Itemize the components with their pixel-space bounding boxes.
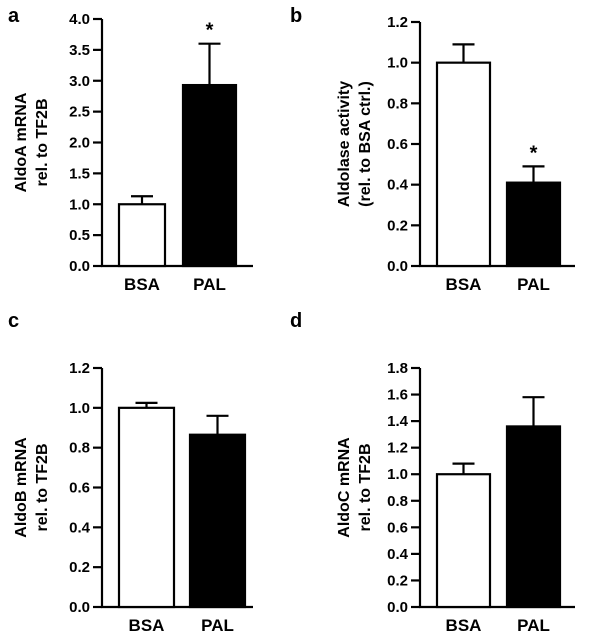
- panel-b: b 0.0 0.2 0.4 0.6 0.8 1.0 1.2 Aldolase activity(…: [290, 5, 575, 294]
- y-tick-label: 0.6: [69, 480, 90, 497]
- y-tick-label: 0.8: [387, 493, 408, 510]
- y-axis-label-line: AldoA mRNA: [13, 92, 30, 192]
- y-tick-label: 0.8: [69, 440, 90, 457]
- y-axis-label: AldoB mRNA rel. to TF2B: [13, 437, 51, 538]
- panel-letter: d: [290, 310, 302, 332]
- panel-letter: a: [8, 5, 20, 27]
- y-axis-label: Aldolase activity (rel. to BSA ctrl.): [336, 81, 374, 207]
- bar-pal: [505, 425, 562, 609]
- y-tick-label: 1.8: [387, 360, 408, 377]
- y-axis-label: AldoC mRNA rel. to TF2B: [336, 437, 374, 538]
- y-tick-label: 0.4: [387, 177, 409, 194]
- y-tick-label: 2.5: [69, 104, 90, 121]
- panel-a: a 0.0 0.5 1.0 1.5 2.0 2.5 3.0 3.5 4.0 AldoA mRNA re…: [8, 5, 253, 294]
- y-tick-label: 3.5: [69, 42, 90, 59]
- y-tick-label: 0.0: [69, 258, 90, 275]
- x-tick-label: PAL: [517, 616, 550, 635]
- bar-bsa: [117, 406, 176, 609]
- y-tick-label: 0.0: [387, 258, 408, 275]
- y-tick-label: 0.4: [69, 519, 91, 536]
- x-tick-label: BSA: [446, 616, 482, 635]
- y-axis-label-line: (rel. to BSA ctrl.): [357, 81, 374, 207]
- y-axis-label-line: rel. to TF2B: [357, 443, 374, 531]
- y-tick-label: 1.0: [69, 400, 90, 417]
- bar-pal: [505, 181, 562, 268]
- y-tick-label: 1.6: [387, 387, 408, 404]
- y-tick-label: 0.2: [387, 572, 408, 589]
- y-tick-label: 0.6: [387, 136, 408, 153]
- y-tick-label: 1.0: [387, 466, 408, 483]
- y-axis-label-line: rel. to TF2B: [34, 443, 51, 531]
- y-tick-label: 4.0: [69, 11, 90, 28]
- bar-pal: [188, 433, 247, 609]
- y-tick-label: 1.2: [387, 440, 408, 457]
- panel-d: d 0.0 0.2 0.4 0.6 0.8 1.0 1.2 1.4 1.6 1.8 AldoC mRN…: [290, 310, 575, 635]
- y-tick-label: 1.0: [69, 196, 90, 213]
- y-tick-label: 1.5: [69, 165, 90, 182]
- y-tick-label: 1.4: [387, 413, 409, 430]
- bar-bsa: [435, 61, 492, 268]
- x-tick-label: PAL: [201, 616, 234, 635]
- x-tick-label: BSA: [129, 616, 165, 635]
- bar-pal: [181, 83, 238, 268]
- y-tick-label: 1.0: [387, 55, 408, 72]
- y-tick-label: 0.0: [387, 599, 408, 616]
- panel-letter: b: [290, 5, 302, 27]
- y-tick-label: 0.6: [387, 519, 408, 536]
- y-tick-label: 0.2: [69, 559, 90, 576]
- y-tick-label: 0.2: [387, 217, 408, 234]
- y-tick-label: 0.8: [387, 95, 408, 112]
- x-tick-label: BSA: [124, 275, 160, 294]
- y-tick-label: 0.0: [69, 599, 90, 616]
- x-tick-label: BSA: [446, 275, 482, 294]
- significance-marker: *: [530, 142, 538, 164]
- bar-bsa: [117, 203, 167, 268]
- y-tick-label: 0.4: [387, 546, 409, 563]
- panel-letter: c: [8, 310, 19, 332]
- y-tick-label: 0.5: [69, 227, 90, 244]
- y-tick-label: 1.2: [69, 360, 90, 377]
- y-axis-label: AldoA mRNA rel. to TF2B: [13, 92, 51, 192]
- y-axis-label-line: Aldolase activity: [336, 81, 353, 207]
- y-axis-label-line: AldoC mRNA: [336, 437, 353, 538]
- significance-marker: *: [206, 20, 214, 42]
- bar-bsa: [435, 473, 492, 609]
- y-tick-label: 2.0: [69, 135, 90, 152]
- x-tick-label: PAL: [193, 275, 226, 294]
- y-tick-label: 3.0: [69, 73, 90, 90]
- y-tick-label: 1.2: [387, 14, 408, 31]
- x-tick-label: PAL: [517, 275, 550, 294]
- y-axis-label-line: AldoB mRNA: [13, 437, 30, 538]
- y-axis-label-line: rel. to TF2B: [34, 98, 51, 186]
- panel-c: c 0.0 0.2 0.4 0.6 0.8 1.0 1.2 AldoB mRNA rel. to …: [8, 310, 253, 635]
